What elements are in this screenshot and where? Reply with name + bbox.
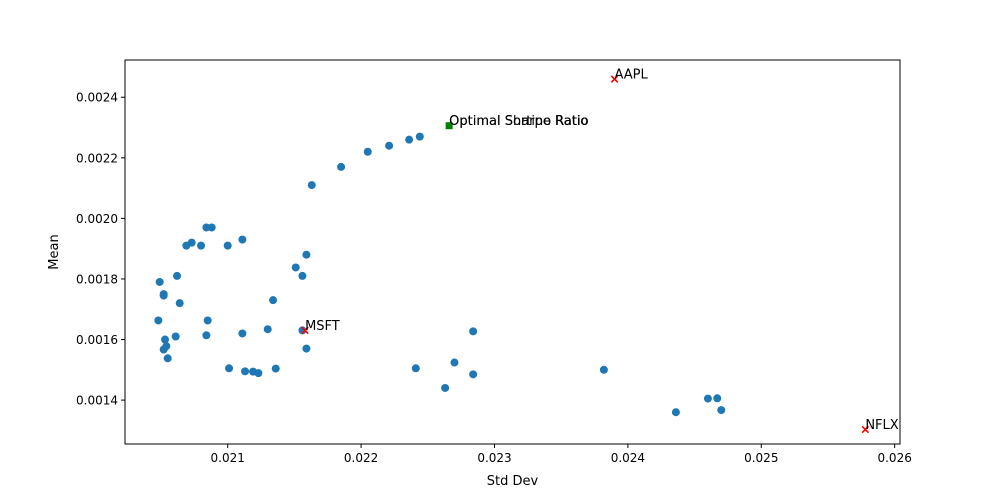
data-point <box>302 344 311 353</box>
data-point <box>241 367 250 376</box>
stock-point-stroke <box>861 425 870 434</box>
data-point <box>441 383 450 392</box>
stock-label: MSFT <box>305 319 340 334</box>
data-point <box>159 291 168 300</box>
stock-point <box>301 326 309 335</box>
data-point <box>175 299 184 308</box>
x-tick-label: 0.022 <box>344 451 378 465</box>
stock-point-stroke <box>301 326 309 335</box>
data-point <box>713 394 722 403</box>
stock-point <box>861 425 870 434</box>
data-point <box>202 331 211 340</box>
x-tick-label: 0.021 <box>211 451 245 465</box>
data-point <box>405 135 414 144</box>
optimal-point-label: Optimal Sortino Ratio <box>449 114 589 129</box>
data-point <box>291 263 300 272</box>
data-point <box>307 181 316 190</box>
data-point <box>337 162 346 171</box>
data-point <box>450 358 459 367</box>
y-tick-label: 0.0024 <box>76 91 118 105</box>
data-point <box>302 250 311 259</box>
chart-axes: 0.021 0.022 0.023 0.024 0.025 0.026 0.0014 0.00… <box>76 91 912 465</box>
stock-point-stroke <box>610 75 619 83</box>
data-point <box>197 241 206 250</box>
y-axis-label: Mean <box>47 234 62 269</box>
x-axis-label: Std Dev <box>487 474 539 489</box>
data-point <box>238 329 247 338</box>
x-tick-label: 0.024 <box>611 451 645 465</box>
data-point <box>223 241 232 250</box>
data-point <box>415 132 424 141</box>
data-point <box>599 365 608 374</box>
chart-marks: AAPL MSFT NFLX Optimal Sharpe RatioOptimal … <box>154 68 899 434</box>
optimal-point <box>445 122 453 130</box>
y-tick-label: 0.0022 <box>76 151 118 165</box>
data-point <box>155 277 164 286</box>
data-point <box>207 223 216 232</box>
stock-point <box>610 75 619 83</box>
data-point <box>703 394 712 403</box>
data-point <box>385 141 394 150</box>
x-tick-label: 0.025 <box>744 451 778 465</box>
data-point <box>298 271 307 280</box>
data-point <box>171 332 180 341</box>
data-point <box>469 370 478 379</box>
data-point <box>187 238 196 247</box>
stock-label: NFLX <box>865 418 898 433</box>
y-tick-label: 0.0018 <box>76 272 118 286</box>
data-point <box>161 335 170 344</box>
data-point <box>671 408 680 417</box>
data-point <box>717 406 726 415</box>
data-point <box>238 235 247 244</box>
data-point <box>159 345 168 354</box>
data-point <box>254 369 263 378</box>
data-point <box>163 354 172 363</box>
data-point <box>225 364 234 373</box>
data-point <box>263 325 272 334</box>
x-tick-label: 0.026 <box>877 451 911 465</box>
stock-label: AAPL <box>615 68 649 83</box>
data-point <box>173 271 182 280</box>
data-point <box>411 364 420 373</box>
data-point <box>298 326 307 335</box>
plot-frame <box>124 59 901 445</box>
optimal-point-label: Optimal Sharpe Ratio <box>449 114 588 129</box>
data-point <box>363 147 372 156</box>
data-point <box>269 296 278 305</box>
data-point <box>203 316 212 325</box>
data-point <box>469 327 478 336</box>
y-tick-label: 0.0016 <box>76 333 118 347</box>
data-point <box>271 364 280 373</box>
x-tick-label: 0.023 <box>477 451 511 465</box>
data-point <box>154 316 163 325</box>
y-tick-label: 0.0014 <box>76 394 118 408</box>
y-tick-label: 0.0020 <box>76 212 118 226</box>
